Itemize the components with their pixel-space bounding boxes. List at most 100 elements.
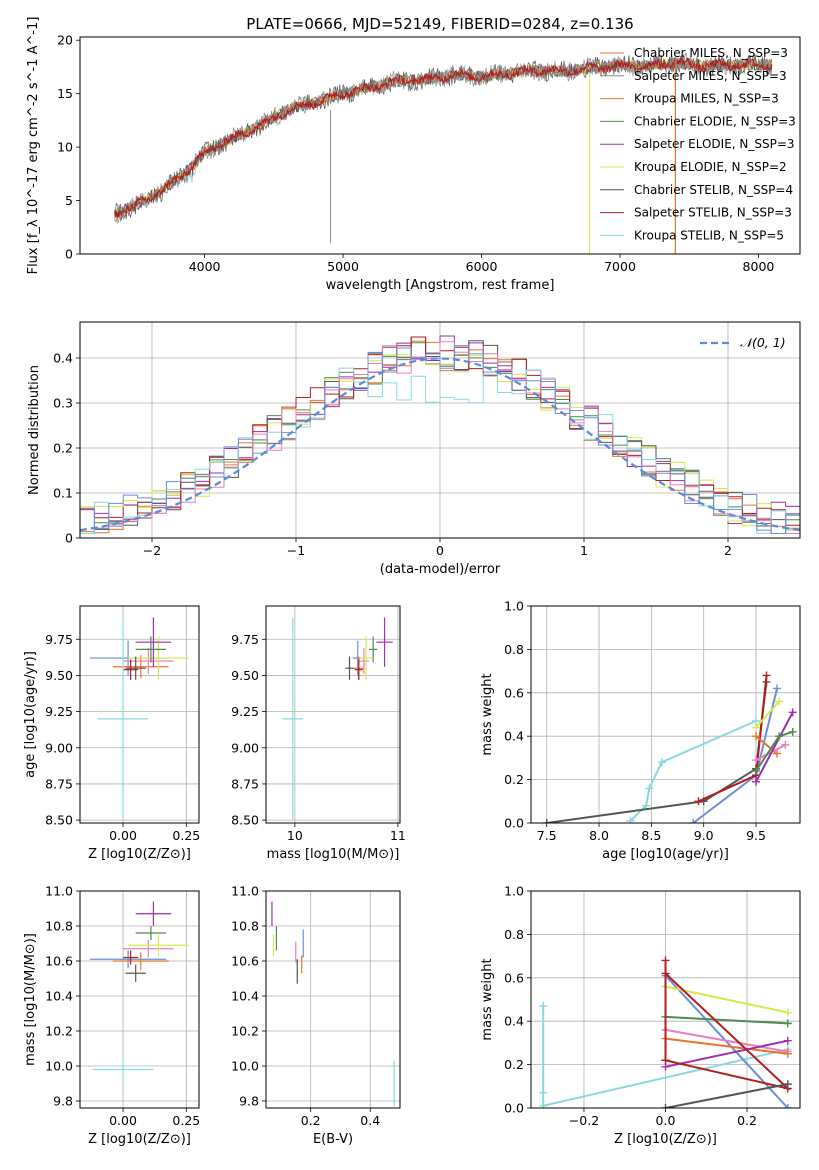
data-point	[135, 636, 167, 663]
y-tick-label: 10	[57, 140, 73, 155]
y-tick-label: 9.00	[45, 740, 73, 755]
y-tick-label: 9.25	[45, 704, 73, 719]
plot-area	[282, 617, 393, 821]
weight-marker	[788, 708, 797, 717]
x-tick-label: 0.2	[301, 1113, 321, 1128]
weight-series	[661, 1012, 792, 1028]
legend-label: Salpeter MILES, N_SSP=3	[634, 69, 787, 83]
y-tick-label: 10.4	[45, 989, 73, 1004]
data-point	[97, 617, 149, 821]
x-tick-label: 1	[580, 543, 588, 558]
legend-label: Salpeter STELIB, N_SSP=3	[634, 206, 792, 220]
legend-label: Chabrier STELIB, N_SSP=4	[634, 183, 793, 197]
weight-series	[661, 1036, 792, 1071]
normal-curve	[80, 357, 800, 532]
weight-line	[546, 681, 768, 823]
ticks: 10 11 8.50 8.75 9.00 9.25 9.50 9.75	[231, 632, 406, 843]
x-tick-label: 0.00	[109, 1113, 137, 1128]
y-tick-label: 0.3	[53, 396, 73, 411]
y-tick-label: 0	[65, 247, 73, 262]
weight-marker	[783, 1036, 792, 1045]
data-point	[123, 659, 139, 680]
weight-marker	[694, 797, 703, 806]
x-tick-label: 2	[724, 543, 732, 558]
y-tick-label: 10.2	[231, 1024, 259, 1039]
weight-marker	[657, 758, 666, 767]
x-tick-label: 9.0	[694, 828, 714, 843]
weight-marker	[661, 1056, 670, 1065]
data-point	[90, 950, 167, 968]
weight-marker	[775, 732, 784, 741]
weight-marker	[783, 1049, 792, 1058]
grid	[80, 890, 199, 1108]
weight-line	[755, 700, 780, 729]
y-tick-label: 0.4	[53, 351, 73, 366]
legend: 𝒩(0, 1)	[700, 335, 786, 350]
weight-line	[664, 974, 789, 1108]
weight-marker	[661, 956, 670, 965]
y-tick-label: 0	[65, 531, 73, 546]
x-tick-label: 10	[287, 828, 303, 843]
panel-weight_vs_age: 7.5 8.0 8.5 9.0 9.5 0.0 0.2 0.4 0.6 0.8 1.0 age [lo…	[480, 599, 801, 862]
ticks: −0.2 0.0 0.2 0.0 0.2 0.4 0.6 0.8 1.0	[504, 884, 757, 1129]
weight-marker	[772, 749, 781, 758]
y-tick-label: 0.0	[504, 1101, 524, 1116]
weight-series	[752, 727, 797, 775]
weight-series	[752, 697, 784, 732]
plot-area	[539, 956, 792, 1108]
y-tick-label: 10.8	[45, 919, 73, 934]
x-axis-label: Z [log10(Z/Z⊙)]	[88, 847, 191, 862]
ticks: 7.5 8.0 8.5 9.0 9.5 0.0 0.2 0.4 0.6 0.8 1.0	[504, 599, 766, 844]
y-tick-label: 0.8	[504, 927, 524, 942]
y-tick-label: 10.4	[231, 989, 259, 1004]
grid	[266, 890, 400, 1108]
data-point	[376, 617, 393, 667]
x-tick-label: 4000	[189, 259, 221, 274]
y-axis-label: mass weight	[480, 673, 495, 755]
y-tick-label: 5	[65, 193, 73, 208]
y-tick-label: 1.0	[504, 599, 524, 614]
weight-marker	[645, 784, 654, 793]
axes-frame	[79, 890, 200, 1109]
y-tick-label: 0.6	[504, 970, 524, 985]
legend-label: Salpeter ELODIE, N_SSP=3	[634, 137, 795, 151]
x-tick-label: 0.00	[109, 828, 137, 843]
panel-mass_vs_Z: 0.00 0.25 9.8 10.0 10.2 10.4 10.6 10.8 11.0 Z [lo…	[23, 884, 200, 1148]
y-tick-label: 9.75	[231, 632, 259, 647]
figure-title: PLATE=0666, MJD=52149, FIBERID=0284, z=0…	[246, 15, 633, 33]
ticks: 0.00 0.25 9.8 10.0 10.2 10.4 10.6 10.8 11.0	[45, 884, 200, 1129]
weight-marker	[752, 766, 761, 775]
weight-series	[661, 971, 792, 1108]
weight-marker	[539, 1002, 548, 1011]
axes-frame	[265, 890, 401, 1109]
x-tick-label: 7.5	[537, 828, 557, 843]
weight-line	[665, 1083, 788, 1108]
y-tick-label: 9.50	[231, 668, 259, 683]
data-point	[135, 926, 167, 940]
y-tick-label: 11.0	[45, 884, 73, 899]
y-tick-label: 10.6	[231, 954, 259, 969]
y-tick-label: 8.50	[231, 813, 259, 828]
y-tick-label: 9.25	[231, 704, 259, 719]
weight-marker	[772, 684, 781, 693]
y-tick-label: 10.0	[231, 1059, 259, 1074]
plot-area	[271, 901, 395, 1107]
weight-marker	[542, 819, 551, 823]
y-tick-label: 9.00	[231, 740, 259, 755]
data-point	[358, 647, 370, 674]
y-tick-label: 10.8	[231, 919, 259, 934]
legend-label: Kroupa MILES, N_SSP=3	[634, 92, 779, 106]
x-tick-label: 6000	[466, 259, 498, 274]
data-point	[345, 656, 354, 680]
data-point	[125, 964, 146, 982]
y-tick-label: 8.50	[45, 813, 73, 828]
data-point	[123, 940, 174, 958]
legend-label: Chabrier MILES, N_SSP=3	[634, 46, 788, 60]
weight-line	[755, 711, 794, 783]
x-tick-label: 8.5	[641, 828, 661, 843]
spectrum-line	[114, 57, 773, 218]
x-tick-label: 8000	[743, 259, 775, 274]
y-tick-label: 9.8	[53, 1094, 73, 1109]
plot-area	[80, 335, 800, 534]
weight-marker	[661, 1104, 670, 1108]
